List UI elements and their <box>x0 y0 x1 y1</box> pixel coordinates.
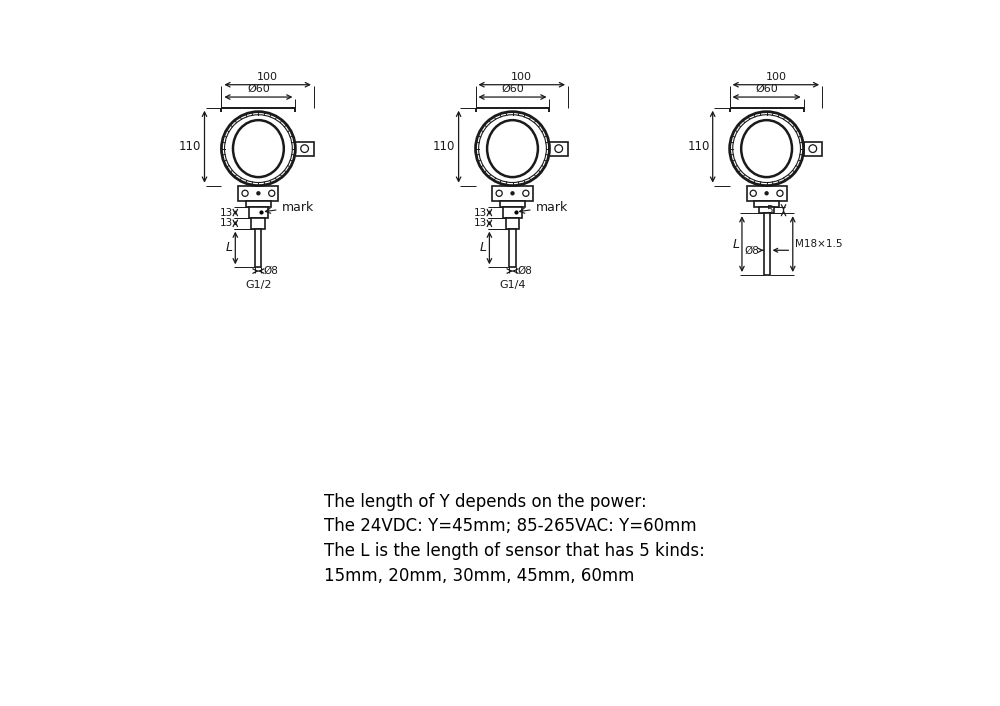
Text: Ø60: Ø60 <box>755 84 778 94</box>
Bar <box>255 229 261 267</box>
Bar <box>754 201 779 207</box>
Text: 100: 100 <box>511 71 532 82</box>
Text: Ø60: Ø60 <box>501 84 524 94</box>
Text: 5: 5 <box>766 205 773 215</box>
Bar <box>804 142 822 155</box>
Text: 110: 110 <box>179 140 201 153</box>
Bar <box>251 218 265 229</box>
Text: The length of Y depends on the power:: The length of Y depends on the power: <box>324 493 647 511</box>
Text: The 24VDC: Y=45mm; 85-265VAC: Y=60mm: The 24VDC: Y=45mm; 85-265VAC: Y=60mm <box>324 517 696 535</box>
Bar <box>238 186 278 201</box>
Text: 100: 100 <box>257 71 278 82</box>
Bar <box>759 207 774 213</box>
Bar <box>246 201 271 207</box>
Text: M18×1.5: M18×1.5 <box>795 239 843 249</box>
Bar <box>509 229 516 267</box>
Text: Ø60: Ø60 <box>247 84 270 94</box>
Ellipse shape <box>233 120 284 177</box>
Text: 110: 110 <box>687 140 710 153</box>
Bar <box>506 218 519 229</box>
Text: Ø8: Ø8 <box>264 266 279 276</box>
Text: 13: 13 <box>474 218 487 228</box>
Text: 13: 13 <box>220 218 233 228</box>
Bar <box>249 207 268 218</box>
Bar <box>747 186 787 201</box>
Text: Ø8: Ø8 <box>518 266 533 276</box>
Text: Ø8: Ø8 <box>745 246 760 256</box>
Text: L: L <box>226 241 233 254</box>
Text: L: L <box>480 241 487 254</box>
Bar <box>295 142 314 155</box>
Text: mark: mark <box>265 201 314 214</box>
Text: 13: 13 <box>474 208 487 217</box>
Text: The L is the length of sensor that has 5 kinds:: The L is the length of sensor that has 5… <box>324 542 705 560</box>
Text: 13: 13 <box>220 208 233 217</box>
Text: G1/4: G1/4 <box>499 280 526 289</box>
Bar <box>549 142 568 155</box>
Text: 100: 100 <box>765 71 786 82</box>
Circle shape <box>765 192 768 195</box>
Text: L: L <box>733 238 740 251</box>
Bar <box>500 201 525 207</box>
Text: mark: mark <box>520 201 568 214</box>
Ellipse shape <box>487 120 538 177</box>
Bar <box>492 186 533 201</box>
Ellipse shape <box>741 120 792 177</box>
Text: G1/2: G1/2 <box>245 280 272 289</box>
Circle shape <box>511 192 514 195</box>
Text: 110: 110 <box>433 140 456 153</box>
Bar <box>503 207 522 218</box>
Bar <box>764 213 770 275</box>
Circle shape <box>257 192 260 195</box>
Text: 15mm, 20mm, 30mm, 45mm, 60mm: 15mm, 20mm, 30mm, 45mm, 60mm <box>324 567 634 585</box>
